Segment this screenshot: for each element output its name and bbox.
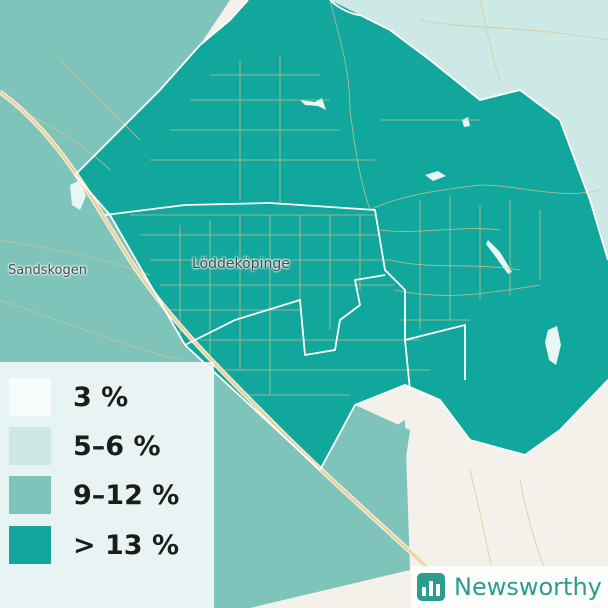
legend: 3 % 5–6 % 9–12 % > 13 % [0,362,214,608]
place-label-loddekopinge: Löddeköpinge [192,256,290,272]
legend-item: > 13 % [9,526,179,564]
brand-name: Newsworthy [454,573,602,601]
road-41 [419,19,608,41]
road-23 [369,184,601,211]
boundary-inner-south [404,339,411,391]
lake-6 [462,117,470,127]
region-boundaries [74,0,608,471]
road-25 [389,259,521,271]
lake-2 [425,171,446,181]
road-24 [379,228,501,232]
road-40 [479,0,501,81]
legend-label: 5–6 % [73,430,161,462]
boundary-west-outline [74,0,321,471]
bar-chart-logo-icon [417,573,445,601]
boundary-east-outline [319,0,608,471]
legend-item: 5–6 % [9,427,161,465]
legend-label: 9–12 % [73,479,180,511]
boundary-inner-north [104,202,466,380]
boundary-inner-center [184,274,386,356]
region-medium-south [200,405,410,608]
newsworthy-brand: Newsworthy [411,566,608,608]
legend-swatch [9,526,51,564]
road-35 [0,299,181,361]
lake-3 [486,240,512,274]
legend-swatch [9,427,51,465]
legend-label: 3 % [73,381,129,413]
road-20 [329,0,371,211]
highway-edge [0,91,471,608]
place-label-sandskogen: Sandskogen [8,263,87,278]
region-light-northeast [330,0,608,360]
legend-swatch [9,378,51,416]
legend-item: 3 % [9,378,128,416]
lake-1 [300,98,326,110]
lake-4 [545,326,561,365]
road-26 [394,284,541,296]
legend-swatch [9,476,51,514]
legend-item: 9–12 % [9,476,179,514]
legend-label: > 13 % [73,529,180,561]
road-37 [59,59,141,141]
